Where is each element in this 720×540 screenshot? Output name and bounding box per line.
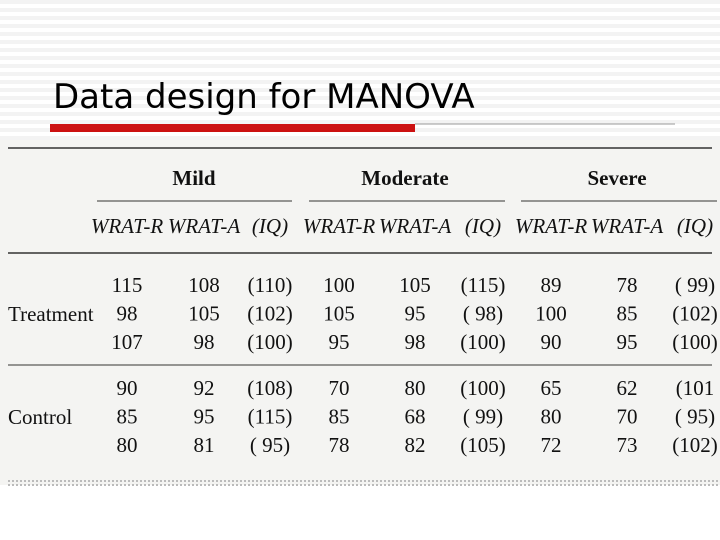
- table-cell: ( 98): [463, 301, 503, 325]
- table-cell: 105: [323, 301, 355, 325]
- column-header: WRAT-A: [168, 214, 240, 238]
- column-header: (IQ): [465, 214, 501, 238]
- table-cell: 70: [329, 376, 350, 400]
- table-cell: (105): [460, 433, 506, 457]
- table-cell: ( 95): [250, 433, 290, 457]
- table-cell: 95: [329, 330, 350, 354]
- scan-background: [0, 140, 720, 485]
- table-cell: 62: [617, 376, 638, 400]
- background-stripes: [0, 0, 720, 140]
- table-cell: 68: [405, 404, 426, 428]
- table-cell: ( 95): [675, 404, 715, 428]
- group-header: Severe: [587, 166, 646, 190]
- table-cell: 65: [541, 376, 562, 400]
- table-cell: (102): [672, 301, 718, 325]
- column-header: (IQ): [677, 214, 713, 238]
- column-header: WRAT-R: [515, 214, 587, 238]
- table-cell: (102): [672, 433, 718, 457]
- table-cell: (115): [461, 273, 506, 297]
- table-cell: 98: [194, 330, 215, 354]
- table-cell: 73: [617, 433, 638, 457]
- title-underline: [50, 124, 415, 132]
- table-cell: (102): [247, 301, 293, 325]
- group-header: Mild: [172, 166, 215, 190]
- table-cell: 115: [112, 273, 143, 297]
- table-cell: (115): [248, 404, 293, 428]
- table-cell: 82: [405, 433, 426, 457]
- table-cell: 85: [329, 404, 350, 428]
- table-cell: 95: [405, 301, 426, 325]
- table-cell: (100): [460, 330, 506, 354]
- table-cell: 95: [194, 404, 215, 428]
- slide-title: Data design for MANOVA: [53, 77, 475, 117]
- table-cell: 81: [194, 433, 215, 457]
- table-cell: 70: [617, 404, 638, 428]
- row-label: Treatment: [8, 302, 94, 326]
- table-cell: (100): [672, 330, 718, 354]
- table-cell: 80: [541, 404, 562, 428]
- table-cell: 105: [399, 273, 431, 297]
- table-cell: 98: [405, 330, 426, 354]
- table-cell: 90: [117, 376, 138, 400]
- row-label: Control: [8, 405, 72, 429]
- column-header: WRAT-R: [91, 214, 163, 238]
- table-cell: 78: [329, 433, 350, 457]
- table-cell: (101: [676, 376, 715, 400]
- table-cell: 85: [117, 404, 138, 428]
- table-cell: 108: [188, 273, 220, 297]
- table-cell: 105: [188, 301, 220, 325]
- column-header: WRAT-A: [591, 214, 663, 238]
- table-cell: (110): [248, 273, 293, 297]
- table-cell: 98: [117, 301, 138, 325]
- table-cell: 85: [617, 301, 638, 325]
- column-header: WRAT-R: [303, 214, 375, 238]
- table-cell: (108): [247, 376, 293, 400]
- scan-edge: [8, 480, 718, 488]
- table-cell: 78: [617, 273, 638, 297]
- column-header: WRAT-A: [379, 214, 451, 238]
- table-cell: 80: [117, 433, 138, 457]
- table-cell: 80: [405, 376, 426, 400]
- group-header: Moderate: [361, 166, 448, 190]
- table-cell: (100): [460, 376, 506, 400]
- table-cell: 92: [194, 376, 215, 400]
- column-header: (IQ): [252, 214, 288, 238]
- table-cell: ( 99): [675, 273, 715, 297]
- table-cell: 100: [535, 301, 567, 325]
- table-cell: ( 99): [463, 404, 503, 428]
- table-cell: 72: [541, 433, 562, 457]
- table-cell: 95: [617, 330, 638, 354]
- table-cell: 100: [323, 273, 355, 297]
- table-cell: 90: [541, 330, 562, 354]
- table-cell: 89: [541, 273, 562, 297]
- table-cell: 107: [111, 330, 143, 354]
- table-cell: (100): [247, 330, 293, 354]
